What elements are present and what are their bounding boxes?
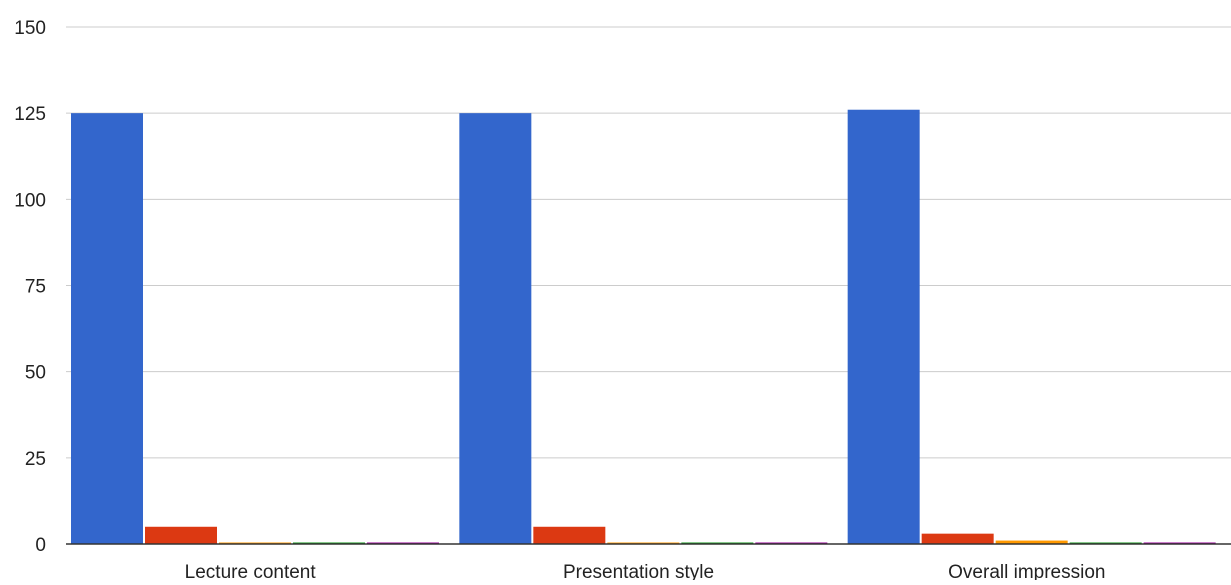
bar-series-2-cat-3 [921,533,994,544]
x-axis-category-labels: Lecture content Presentation style Overall… [185,562,1106,583]
bar-series-1-cat-3 [847,109,920,544]
y-tick-label: 0 [35,535,46,556]
y-axis-tick-labels: 0 25 50 75 100 125 150 [14,18,46,556]
x-category-label: Overall impression [948,562,1105,580]
bar-series-3-cat-3 [995,540,1068,544]
y-tick-label: 25 [25,449,46,470]
y-tick-label: 100 [14,190,46,211]
y-tick-label: 150 [14,18,46,39]
bar-series-1-cat-1 [71,113,143,545]
y-tick-label: 50 [25,363,46,384]
bar-series-2-cat-1 [145,526,217,544]
bar-series-1-cat-2 [459,113,532,545]
gridlines [66,26,1231,459]
y-tick-label: 125 [14,104,46,125]
bar-series-2-cat-2 [533,526,606,544]
x-category-label: Lecture content [185,562,317,580]
y-tick-label: 75 [25,277,46,298]
bars [71,109,1216,545]
x-category-label: Presentation style [563,562,714,580]
